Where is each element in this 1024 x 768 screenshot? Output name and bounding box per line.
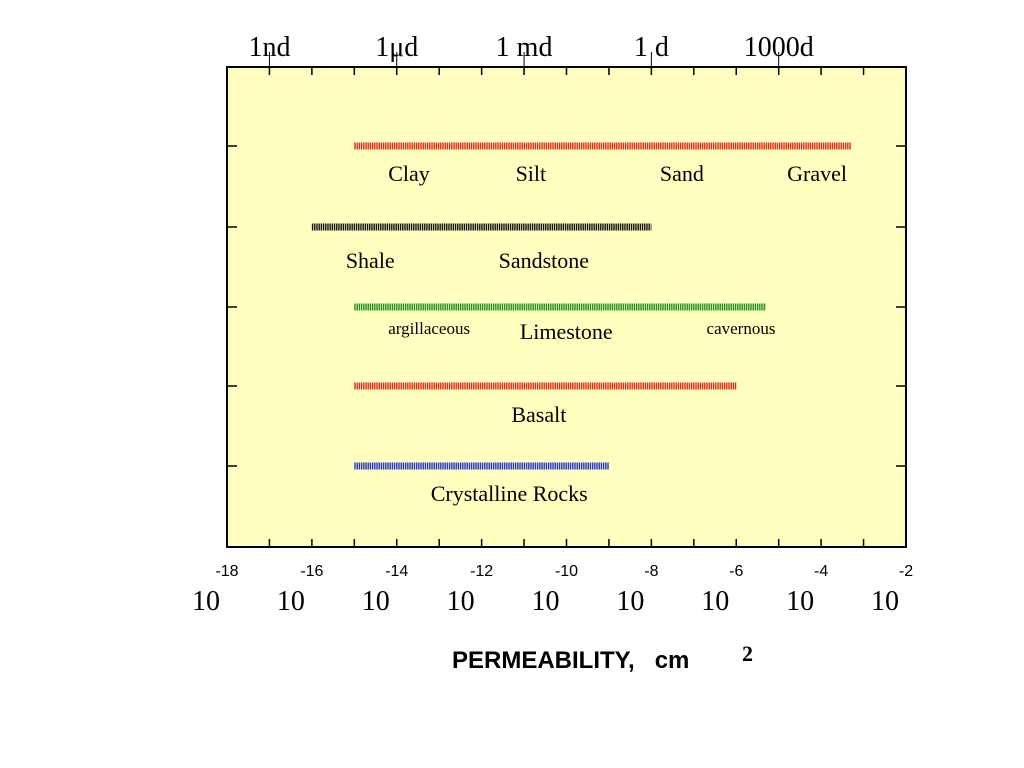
bar-label: cavernous (707, 319, 776, 338)
tick-exponent-label: -6 (729, 563, 743, 580)
tick-exponent-label: -12 (470, 563, 493, 580)
bar-label: Silt (516, 161, 547, 186)
bar-label: Gravel (787, 161, 847, 186)
tick-base-label: 10 (362, 586, 390, 617)
tick-base-label: 10 (871, 586, 899, 617)
tick-exponent-label: -16 (300, 563, 323, 580)
tick-base-label: 10 (701, 586, 729, 617)
tick-base-label: 10 (786, 586, 814, 617)
bar-label: Shale (346, 248, 395, 273)
tick-base-label: 10 (447, 586, 475, 617)
tick-base-label: 10 (532, 586, 560, 617)
top-axis-label: 1 d (634, 32, 669, 63)
bar-label: Crystalline Rocks (431, 481, 588, 506)
top-axis-label: 1nd (248, 32, 290, 63)
tick-base-label: 10 (616, 586, 644, 617)
tick-exponent-label: -4 (814, 563, 828, 580)
bottom-axis-labels: 10-1810-1610-1410-1210-1010-810-610-410-… (192, 563, 913, 617)
top-axis-label: 1000d (744, 32, 814, 63)
bar-label: Basalt (511, 402, 566, 427)
tick-exponent-label: -18 (215, 563, 238, 580)
bar-labels: Clay Silt Sand Gravel Shale Sandstone argillac… (346, 161, 847, 506)
tick-exponent-label: -8 (644, 563, 658, 580)
top-axis-label: 1μd (375, 32, 418, 63)
top-axis-label: 1 md (496, 32, 553, 63)
x-axis-title: PERMEABILITY, cm (452, 647, 689, 674)
bar-label: Limestone (520, 319, 613, 344)
top-axis-labels: 1nd 1μd 1 md 1 d 1000d (248, 32, 814, 72)
tick-base-label: 10 (277, 586, 305, 617)
tick-exponent-label: -10 (555, 563, 578, 580)
tick-base-label: 10 (192, 586, 220, 617)
tick-exponent-label: -14 (385, 563, 408, 580)
bar-label: argillaceous (388, 319, 470, 338)
tick-exponent-label: -2 (899, 563, 913, 580)
x-axis-title-superscript: 2 (742, 641, 753, 666)
bar-label: Sand (660, 161, 704, 186)
range-bars (311, 142, 851, 470)
bar-label: Sandstone (499, 248, 589, 273)
bar-label: Clay (388, 161, 430, 186)
